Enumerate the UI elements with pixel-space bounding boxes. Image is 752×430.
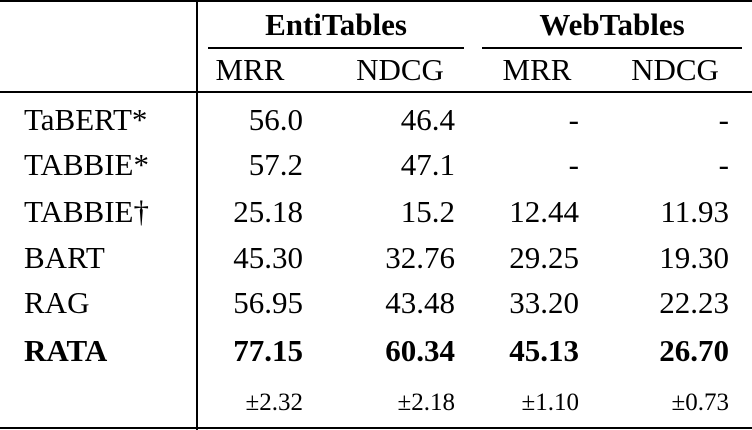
row-label: RATA: [24, 333, 108, 368]
cell: 12.44: [509, 194, 579, 229]
top-rule: [0, 0, 752, 2]
cell: ±0.73: [671, 389, 729, 416]
row-label: BART: [24, 240, 105, 275]
cell: 22.23: [659, 285, 729, 320]
cell: ±2.18: [397, 389, 455, 416]
group-header: EntiTables: [265, 7, 407, 42]
cell: 45.30: [233, 240, 303, 275]
bottom-rule: [0, 427, 752, 429]
cell: 46.4: [400, 102, 455, 137]
group-header: WebTables: [539, 7, 685, 42]
group-rule: [208, 47, 464, 49]
column-header: NDCG: [631, 52, 719, 87]
header-rule: [0, 91, 752, 93]
cell: 29.25: [509, 240, 579, 275]
group-rule: [482, 47, 742, 49]
cell: 26.70: [659, 333, 729, 368]
cell: 45.13: [509, 333, 579, 368]
cell: -: [568, 147, 579, 182]
cell: -: [718, 147, 729, 182]
cell: 56.0: [248, 102, 303, 137]
cell: 57.2: [248, 147, 303, 182]
cell: 60.34: [385, 333, 455, 368]
column-header: NDCG: [356, 52, 444, 87]
cell: 15.2: [400, 194, 455, 229]
cell: 11.93: [660, 194, 729, 229]
column-header: MRR: [215, 52, 285, 87]
cell: 47.1: [400, 147, 455, 182]
cell: -: [568, 102, 579, 137]
row-label: TABBIE†: [24, 194, 149, 229]
cell: 43.48: [385, 285, 455, 320]
cell: 32.76: [385, 240, 455, 275]
cell: 77.15: [233, 333, 303, 368]
cell: 19.30: [659, 240, 729, 275]
cell: 56.95: [233, 285, 303, 320]
cell: -: [718, 102, 729, 137]
column-header: MRR: [502, 52, 572, 87]
row-label: RAG: [24, 285, 90, 320]
cell: 25.18: [233, 194, 303, 229]
row-label: TaBERT*: [24, 102, 148, 137]
cell: ±1.10: [521, 389, 579, 416]
cell: 33.20: [509, 285, 579, 320]
column-divider: [196, 0, 198, 430]
cell: ±2.32: [245, 389, 303, 416]
row-label: TABBIE*: [24, 147, 149, 182]
